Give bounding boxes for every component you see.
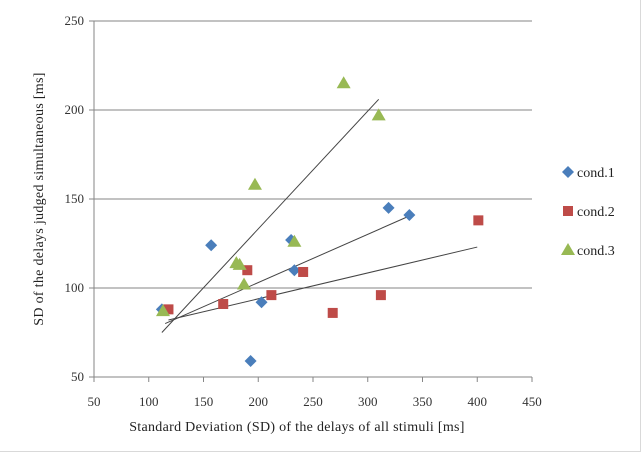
x-tick-labels: 50 100 150 200 250 300 350 400 450 [88,377,542,409]
legend-label-cond3: cond.3 [577,244,615,259]
x-tick-label: 150 [194,394,214,409]
legend-marker-cond3 [561,243,575,255]
trendline-cond1 [164,214,412,325]
y-tick-label: 250 [65,13,85,28]
x-tick-label: 100 [139,394,159,409]
y-tick-label: 50 [71,369,84,384]
x-tick-label: 400 [468,394,488,409]
data-point-cond3 [237,277,252,290]
data-point-cond2 [375,290,386,301]
data-points [155,76,484,367]
data-point-cond1 [205,239,218,252]
data-point-cond2 [242,265,253,276]
data-point-cond2 [298,266,309,277]
y-tick-label: 200 [65,102,85,117]
x-tick-label: 50 [88,394,101,409]
data-point-cond3 [155,304,170,317]
data-point-cond1 [403,209,416,222]
legend: cond.1 cond.2 cond.3 [561,166,615,259]
trendline-cond2 [168,246,478,321]
data-point-cond3 [287,234,302,247]
trendline-cond3 [161,98,380,333]
gridlines [94,20,532,289]
trendlines [161,98,478,333]
data-point-cond1 [255,296,268,309]
x-tick-label: 450 [522,394,542,409]
x-tick-label: 200 [249,394,269,409]
data-point-cond3 [336,76,351,89]
x-axis-title: Standard Deviation (SD) of the delays of… [129,420,465,435]
legend-marker-cond2 [563,206,573,216]
data-point-cond3 [247,177,262,190]
data-point-cond1 [288,264,301,277]
data-point-cond2 [266,290,277,301]
y-tick-label: 100 [65,280,85,295]
data-point-cond1 [244,354,257,367]
legend-marker-cond1 [562,166,574,178]
legend-label-cond1: cond.1 [577,166,615,181]
legend-label-cond2: cond.2 [577,205,615,220]
data-point-cond3 [232,257,247,270]
data-point-cond2 [327,307,338,318]
data-point-cond2 [218,299,229,310]
x-tick-label: 300 [358,394,378,409]
data-point-cond1 [382,201,395,214]
x-tick-label: 250 [303,394,323,409]
data-point-cond3 [371,108,386,121]
x-tick-label: 350 [413,394,433,409]
data-point-cond2 [163,304,174,315]
data-point-cond2 [473,215,484,226]
y-axis-title: SD of the delays judged simultaneous [ms… [32,72,47,325]
y-tick-labels: 50 100 150 200 250 [65,13,94,384]
y-tick-label: 150 [65,191,85,206]
